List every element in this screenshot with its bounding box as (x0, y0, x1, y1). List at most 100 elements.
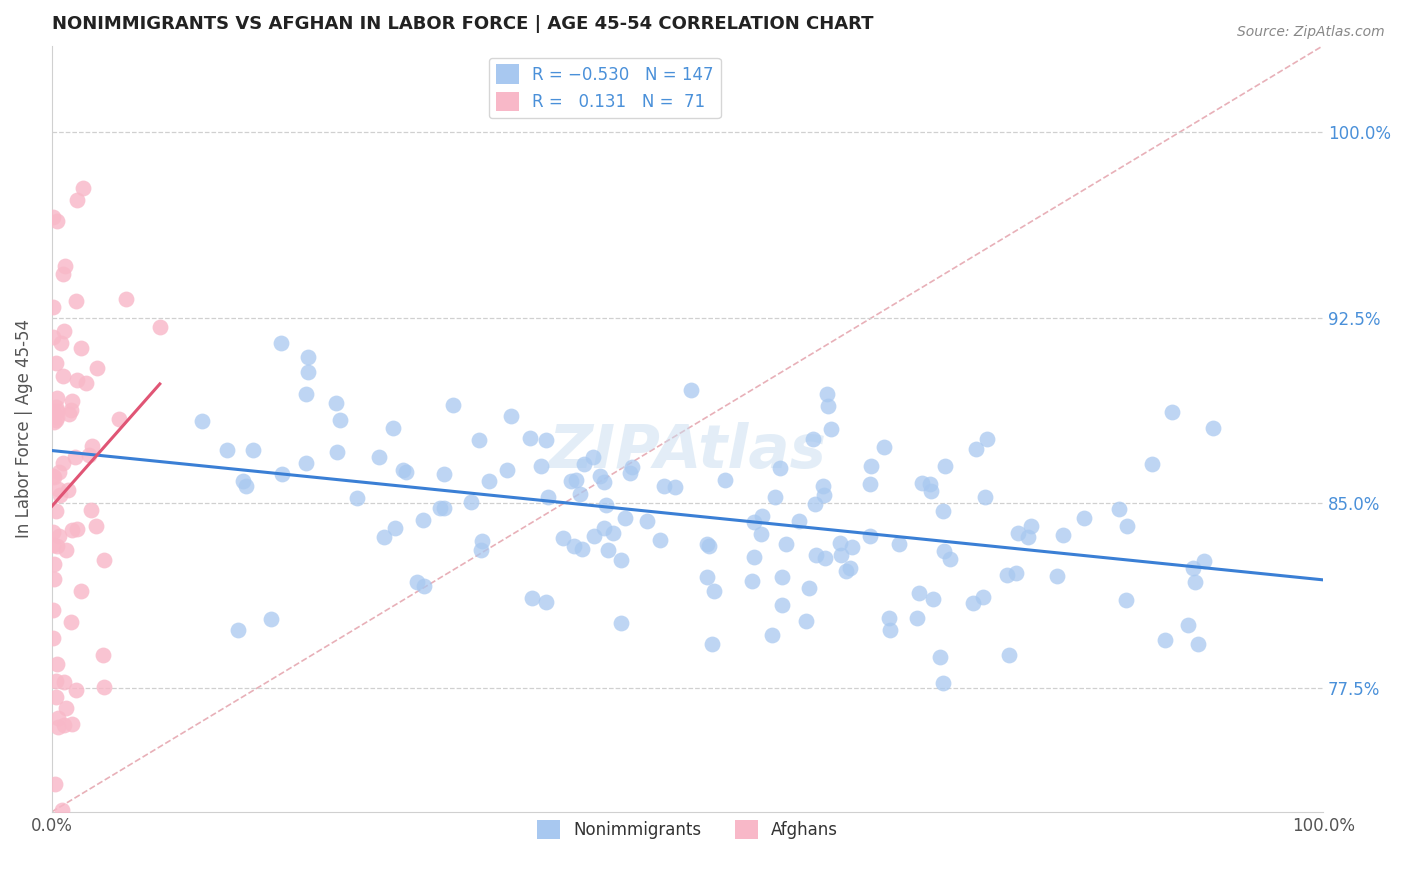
Point (45, 657, 67, 672)
Point (429, 501, 451, 516)
Point (681, 383, 703, 397)
Point (326, 444, 349, 458)
Point (1202, 421, 1225, 435)
Point (1115, 519, 1137, 533)
Point (592, 475, 614, 490)
Point (42, 404, 65, 418)
Point (770, 598, 793, 612)
Point (46, 539, 69, 553)
Point (636, 514, 658, 528)
Point (695, 537, 717, 551)
Point (769, 460, 792, 475)
Point (346, 491, 368, 505)
Point (297, 365, 319, 379)
Point (820, 422, 842, 436)
Point (664, 480, 686, 494)
Point (794, 614, 817, 628)
Point (911, 475, 934, 490)
Point (46, 391, 69, 405)
Point (697, 539, 720, 553)
Point (804, 497, 827, 511)
Point (744, 515, 766, 529)
Point (879, 623, 901, 637)
Point (69, 583, 91, 598)
Point (582, 450, 605, 464)
Point (813, 487, 835, 501)
Point (460, 494, 482, 508)
Point (595, 498, 617, 512)
Point (569, 487, 592, 501)
Point (830, 549, 852, 563)
Point (806, 549, 828, 563)
Point (873, 440, 896, 454)
Point (1019, 519, 1042, 533)
Point (1140, 457, 1163, 471)
Point (433, 467, 456, 481)
Point (295, 456, 318, 470)
Point (62, 523, 84, 537)
Point (60, 717, 83, 731)
Point (395, 465, 418, 479)
Point (536, 595, 558, 609)
Point (499, 409, 522, 423)
Point (749, 527, 772, 541)
Point (53, 260, 76, 274)
Point (52, 267, 75, 281)
Point (392, 463, 415, 477)
Point (1115, 593, 1137, 607)
Point (582, 529, 605, 543)
Point (52, 456, 75, 470)
Point (65, 450, 87, 464)
Point (972, 590, 994, 604)
Point (329, 413, 352, 427)
Point (72, 181, 94, 195)
Point (53, 718, 76, 732)
Point (65, 683, 87, 698)
Point (65, 293, 87, 308)
Point (44, 470, 66, 484)
Point (478, 474, 501, 488)
Point (922, 592, 945, 607)
Point (974, 490, 997, 504)
Point (441, 398, 464, 412)
Point (66, 374, 89, 388)
Point (596, 542, 619, 557)
Point (56, 483, 79, 497)
Point (270, 335, 292, 350)
Point (761, 628, 783, 642)
Point (215, 443, 238, 458)
Point (242, 442, 264, 457)
Point (965, 442, 987, 456)
Point (51, 803, 73, 817)
Point (46, 711, 69, 725)
Point (1046, 569, 1069, 583)
Point (75, 376, 97, 390)
Point (66, 193, 89, 207)
Point (939, 552, 962, 566)
Point (412, 579, 434, 593)
Point (107, 412, 129, 426)
Point (149, 320, 172, 334)
Point (373, 530, 395, 544)
Point (609, 615, 631, 630)
Point (42, 538, 65, 552)
Point (412, 513, 434, 527)
Point (571, 541, 593, 556)
Point (652, 479, 675, 493)
Legend: Nonimmigrants, Afghans: Nonimmigrants, Afghans (530, 814, 845, 846)
Point (93, 553, 115, 567)
Point (48, 488, 70, 502)
Point (232, 475, 254, 489)
Point (66, 522, 89, 536)
Point (814, 550, 837, 565)
Point (813, 478, 835, 492)
Point (51, 336, 73, 351)
Point (589, 469, 612, 483)
Point (91, 648, 114, 662)
Point (817, 399, 839, 413)
Point (536, 490, 558, 504)
Point (42, 524, 65, 539)
Point (520, 591, 543, 606)
Point (560, 474, 582, 488)
Point (325, 396, 347, 410)
